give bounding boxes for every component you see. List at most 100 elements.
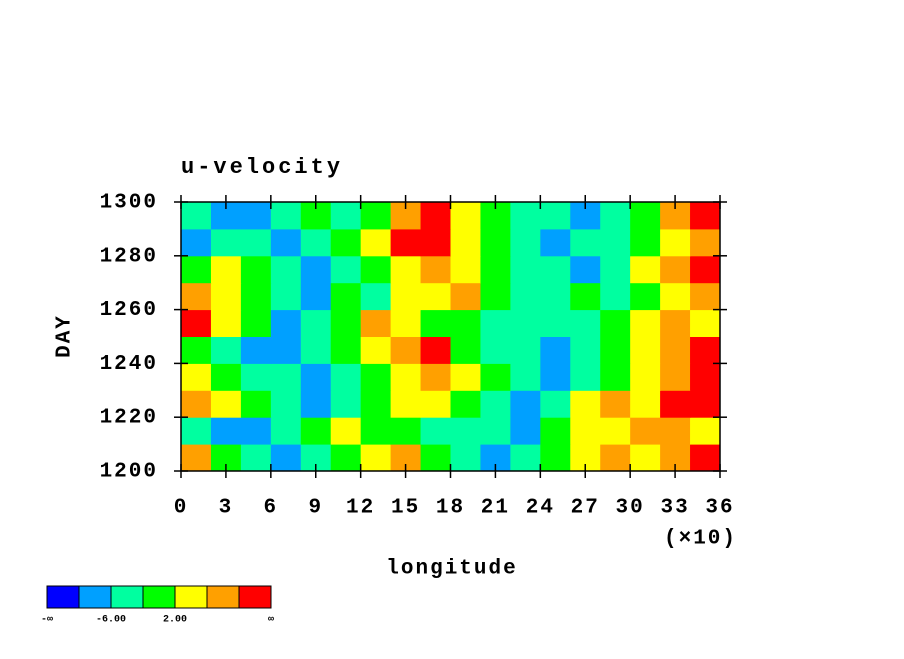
heat-cell: [570, 363, 601, 391]
heat-cell: [330, 255, 362, 284]
heat-cell: [540, 444, 571, 472]
heat-cell: [480, 417, 511, 445]
heat-cell: [630, 444, 661, 472]
heat-cell: [600, 390, 631, 418]
heat-cell: [450, 363, 481, 391]
heat-cell: [600, 336, 631, 364]
heat-cell: [420, 228, 451, 257]
heat-cell: [630, 309, 661, 337]
heat-cell: [570, 282, 601, 311]
heat-cell: [510, 390, 541, 418]
colorbar-label: 2.00: [163, 615, 187, 626]
heat-cell: [690, 309, 721, 337]
heat-cell: [450, 228, 481, 257]
heat-cell: [390, 336, 422, 364]
heat-cell: [510, 202, 541, 230]
x-axis-label: longitude: [386, 558, 517, 581]
heat-cell: [330, 336, 362, 364]
heat-cell: [690, 363, 721, 391]
heat-cell: [570, 228, 601, 257]
heat-cell: [690, 255, 721, 284]
heat-cell: [360, 444, 392, 472]
heat-cell: [330, 309, 362, 337]
heat-cell: [270, 202, 302, 230]
x-tick-label: 27: [571, 497, 600, 520]
heat-cell: [300, 417, 332, 445]
heat-cell: [690, 228, 721, 257]
heat-cell: [390, 309, 422, 337]
heat-cell: [270, 417, 302, 445]
heat-cell: [270, 309, 302, 337]
heat-cell: [450, 336, 481, 364]
heat-cell: [300, 336, 332, 364]
heat-cell: [300, 363, 332, 391]
heat-cell: [270, 390, 302, 418]
heat-cell: [420, 282, 451, 311]
x-tick-label: 18: [436, 497, 465, 520]
heat-cell: [210, 363, 242, 391]
heat-cell: [181, 202, 212, 230]
heat-cell: [360, 390, 392, 418]
y-tick-label: 1200: [100, 461, 158, 484]
heat-cell: [480, 309, 511, 337]
heat-cell: [240, 390, 272, 418]
heat-cell: [630, 390, 661, 418]
heat-cell: [480, 336, 511, 364]
heat-cell: [630, 282, 661, 311]
y-tick-label: 1280: [100, 245, 158, 268]
heat-cell: [660, 255, 691, 284]
heat-cell: [510, 282, 541, 311]
heat-cell: [660, 417, 691, 445]
heat-cell: [600, 228, 631, 257]
heat-cell: [540, 363, 571, 391]
heat-cell: [510, 255, 541, 284]
heat-cell: [450, 282, 481, 311]
heat-cell: [390, 255, 422, 284]
heat-cell: [570, 336, 601, 364]
heat-cell: [420, 363, 451, 391]
heat-cell: [450, 202, 481, 230]
heat-cell: [330, 202, 362, 230]
y-tick-label: 1300: [100, 192, 158, 215]
heat-cell: [181, 282, 212, 311]
heat-cell: [240, 309, 272, 337]
heat-cell: [240, 255, 272, 284]
heat-cell: [630, 202, 661, 230]
heat-cell: [690, 202, 721, 230]
heat-cell: [600, 444, 631, 472]
y-tick-label: 1220: [100, 407, 158, 430]
x-tick-label: 9: [308, 497, 323, 520]
heat-cell: [540, 282, 571, 311]
heat-cell: [420, 255, 451, 284]
heat-cell: [510, 417, 541, 445]
x-tick-label: 12: [346, 497, 375, 520]
colorbar-swatch: [78, 585, 112, 609]
heat-cell: [420, 336, 451, 364]
heat-cell: [420, 417, 451, 445]
heat-cell: [630, 336, 661, 364]
heat-cell: [660, 309, 691, 337]
heat-cell: [240, 202, 272, 230]
heat-cell: [420, 444, 451, 472]
heat-cell: [660, 363, 691, 391]
heat-cell: [630, 363, 661, 391]
heat-cell: [540, 417, 571, 445]
x-tick-label: 24: [526, 497, 555, 520]
heat-cell: [390, 417, 422, 445]
heat-cell: [540, 228, 571, 257]
heat-cell: [420, 202, 451, 230]
heat-cell: [480, 390, 511, 418]
heat-cell: [300, 228, 332, 257]
heat-cell: [480, 255, 511, 284]
heat-cell: [420, 390, 451, 418]
heat-cell: [540, 255, 571, 284]
heat-cell: [480, 282, 511, 311]
heat-cell: [181, 255, 212, 284]
x-multiplier: (×10): [664, 528, 737, 551]
heat-cell: [540, 202, 571, 230]
heat-cell: [570, 417, 601, 445]
heat-cell: [330, 228, 362, 257]
heat-cell: [360, 255, 392, 284]
colorbar-swatch: [206, 585, 240, 609]
